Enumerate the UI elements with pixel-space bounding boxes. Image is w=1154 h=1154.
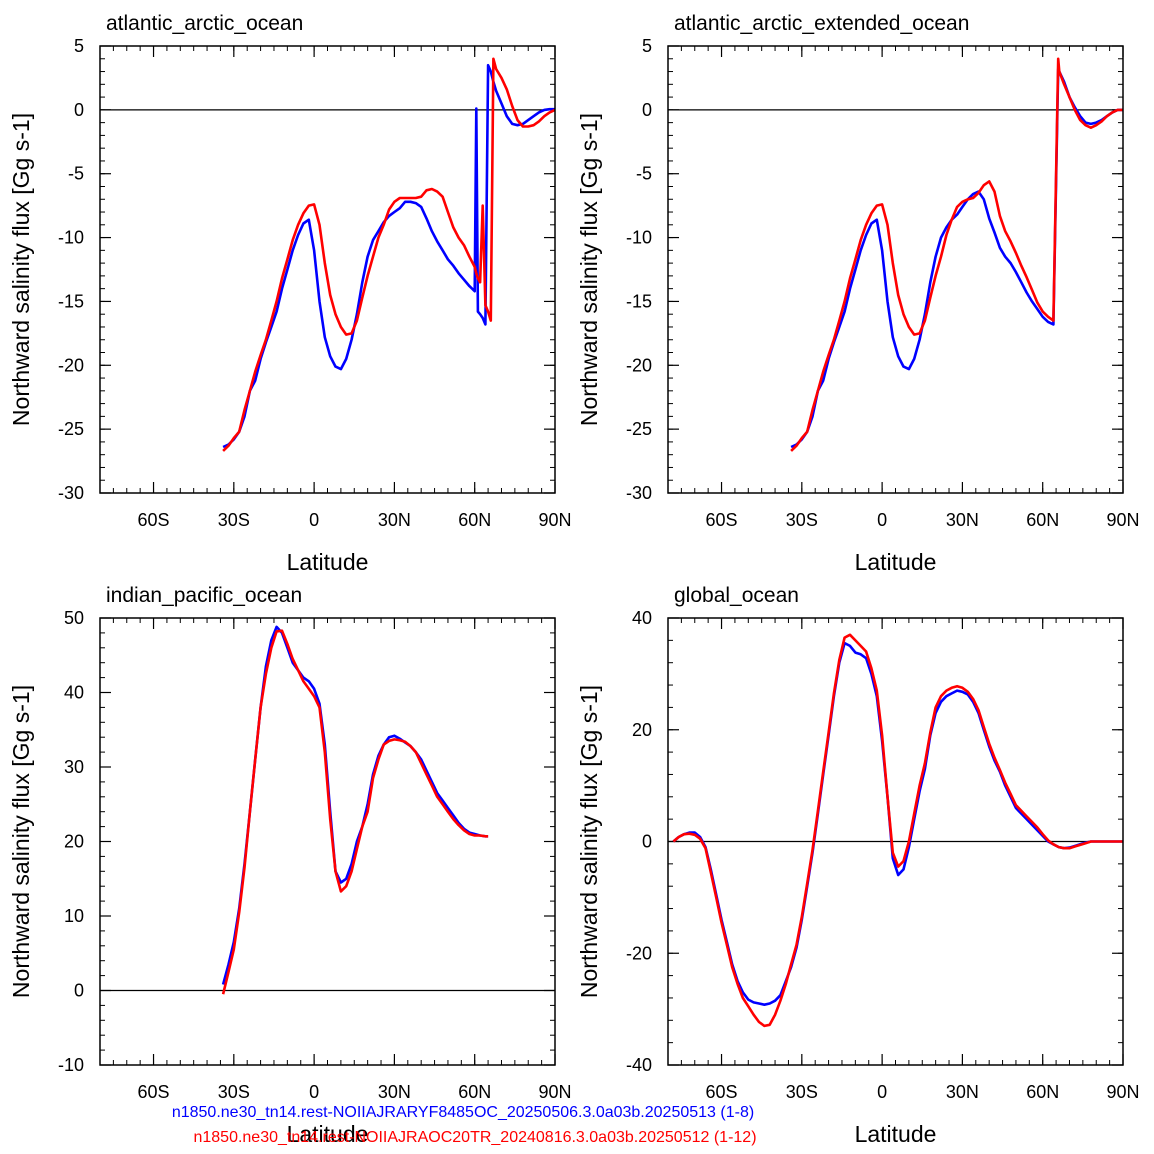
x-tick-label: 0 bbox=[877, 1082, 887, 1102]
y-tick-label: -15 bbox=[626, 291, 652, 311]
x-tick-label: 0 bbox=[309, 1082, 319, 1102]
series-line-2 bbox=[790, 57, 1123, 452]
y-tick-label: 0 bbox=[74, 100, 84, 120]
plot-frame bbox=[667, 45, 1124, 494]
x-tick-label: 90N bbox=[538, 510, 571, 530]
x-tick-label: 60S bbox=[706, 1082, 738, 1102]
chart-title: atlantic_arctic_ocean bbox=[106, 12, 303, 35]
x-tick-label: 60N bbox=[1026, 1082, 1059, 1102]
series-line-2 bbox=[222, 57, 556, 452]
y-tick-label: 0 bbox=[642, 100, 652, 120]
x-tick-label: 30N bbox=[946, 1082, 979, 1102]
chart-panel-4: 60S 30S 0 30N 60N 90N -40 -20 0 20 40 global_ocean L… bbox=[576, 584, 1140, 1147]
x-tick-label: 30S bbox=[218, 510, 250, 530]
y-tick-label: 30 bbox=[64, 757, 84, 777]
y-tick-label: 10 bbox=[64, 906, 84, 926]
x-tick-label: 30S bbox=[786, 510, 818, 530]
chart-title: global_ocean bbox=[674, 584, 799, 607]
y-tick-label: -20 bbox=[58, 355, 84, 375]
y-tick-label: -30 bbox=[626, 483, 652, 503]
plot-frame bbox=[99, 617, 556, 1066]
chart-panel-1: 60S 30S 0 30N 60N 90N -30 -25 -20 -15 -10 -5 0 5 atlan… bbox=[8, 12, 572, 575]
y-tick-label: -15 bbox=[58, 291, 84, 311]
y-tick-label: -25 bbox=[58, 419, 84, 439]
chart-panel-3: 60S 30S 0 30N 60N 90N -10 0 10 20 30 40 50 indian_pac… bbox=[8, 584, 572, 1147]
y-tick-label: -25 bbox=[626, 419, 652, 439]
x-tick-label: 60S bbox=[706, 510, 738, 530]
y-tick-label: -20 bbox=[626, 355, 652, 375]
x-tick-label: 60N bbox=[458, 510, 491, 530]
x-tick-label: 30S bbox=[218, 1082, 250, 1102]
legend-entry-1: n1850.ne30_tn14.rest-NOIIAJRARYF8485OC_2… bbox=[172, 1104, 754, 1121]
y-tick-label: 50 bbox=[64, 608, 84, 628]
y-tick-label: -10 bbox=[58, 228, 84, 248]
y-tick-label: 5 bbox=[642, 36, 652, 56]
chart-panel-2: 60S 30S 0 30N 60N 90N -30 -25 -20 -15 -10 -5 0 5 atlan… bbox=[576, 12, 1140, 575]
y-tick-label: 0 bbox=[642, 832, 652, 852]
legend-entry-2: n1850.ne30_tn14.rest-NOIIAJRAOC20TR_2024… bbox=[193, 1129, 756, 1146]
x-axis-label: Latitude bbox=[287, 549, 369, 575]
y-tick-label: 40 bbox=[64, 683, 84, 703]
x-tick-label: 90N bbox=[1106, 510, 1139, 530]
y-tick-label: -10 bbox=[626, 228, 652, 248]
series-line-2 bbox=[672, 633, 1123, 1028]
series-line-1 bbox=[222, 63, 555, 449]
plot-frame bbox=[667, 617, 1124, 1066]
x-axis-label: Latitude bbox=[855, 549, 937, 575]
x-tick-label: 0 bbox=[877, 510, 887, 530]
x-tick-label: 60S bbox=[138, 1082, 170, 1102]
y-tick-label: 5 bbox=[74, 36, 84, 56]
y-tick-label: -40 bbox=[626, 1055, 652, 1075]
series-line-2 bbox=[221, 629, 489, 995]
series-line-1 bbox=[672, 641, 1123, 1006]
y-tick-label: -5 bbox=[68, 164, 84, 184]
y-tick-label: -10 bbox=[58, 1055, 84, 1075]
series-line-1 bbox=[221, 625, 489, 985]
x-tick-label: 60S bbox=[138, 510, 170, 530]
y-tick-label: 20 bbox=[64, 832, 84, 852]
x-tick-label: 30N bbox=[378, 1082, 411, 1102]
x-tick-label: 90N bbox=[1106, 1082, 1139, 1102]
chart-title: indian_pacific_ocean bbox=[106, 584, 302, 607]
y-tick-label: -5 bbox=[636, 164, 652, 184]
y-tick-label: -20 bbox=[626, 943, 652, 963]
x-tick-label: 90N bbox=[538, 1082, 571, 1102]
x-axis-label: Latitude bbox=[287, 1121, 369, 1147]
y-tick-label: -30 bbox=[58, 483, 84, 503]
y-tick-label: 0 bbox=[74, 981, 84, 1001]
legend: n1850.ne30_tn14.rest-NOIIAJRARYF8485OC_2… bbox=[172, 1104, 757, 1146]
x-tick-label: 60N bbox=[458, 1082, 491, 1102]
x-tick-label: 30N bbox=[378, 510, 411, 530]
plot-frame bbox=[99, 45, 556, 494]
x-tick-label: 30S bbox=[786, 1082, 818, 1102]
series-line-1 bbox=[790, 67, 1123, 449]
chart-title: atlantic_arctic_extended_ocean bbox=[674, 12, 969, 35]
y-axis-label: Northward salinity flux [Gg s-1] bbox=[8, 685, 34, 998]
x-tick-label: 30N bbox=[946, 510, 979, 530]
x-axis-label: Latitude bbox=[855, 1121, 937, 1147]
y-axis-label: Northward salinity flux [Gg s-1] bbox=[8, 113, 34, 426]
y-axis-label: Northward salinity flux [Gg s-1] bbox=[576, 685, 602, 998]
y-tick-label: 40 bbox=[632, 608, 652, 628]
y-tick-label: 20 bbox=[632, 720, 652, 740]
x-tick-label: 60N bbox=[1026, 510, 1059, 530]
y-axis-label: Northward salinity flux [Gg s-1] bbox=[576, 113, 602, 426]
x-tick-label: 0 bbox=[309, 510, 319, 530]
